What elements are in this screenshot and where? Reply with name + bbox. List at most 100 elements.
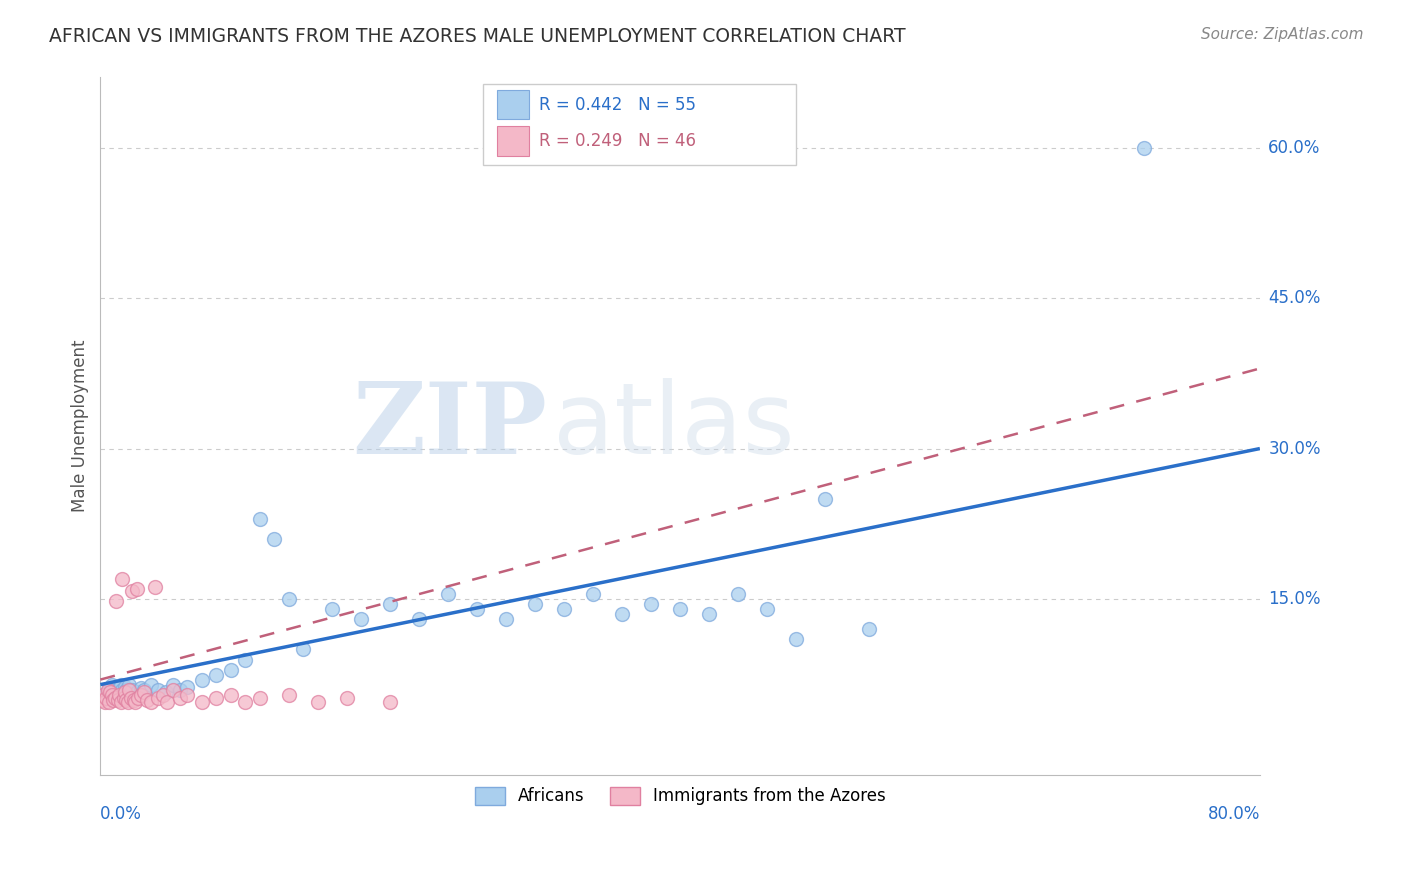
Point — [307, 695, 329, 709]
Point — [162, 682, 184, 697]
Point — [110, 695, 132, 709]
Point — [125, 582, 148, 597]
Point — [117, 684, 139, 698]
Point — [669, 602, 692, 616]
Point — [104, 682, 127, 697]
Point — [169, 682, 191, 697]
Point — [162, 677, 184, 691]
Point — [97, 682, 120, 697]
Point — [191, 673, 214, 687]
Point — [127, 690, 149, 705]
Point — [858, 623, 880, 637]
Point — [148, 690, 170, 705]
Text: 45.0%: 45.0% — [1268, 289, 1320, 307]
Point — [380, 695, 402, 709]
Point — [110, 677, 132, 691]
Point — [108, 681, 131, 695]
Point — [191, 695, 214, 709]
Point — [697, 607, 720, 622]
Point — [437, 587, 460, 601]
Point — [205, 667, 228, 681]
Point — [155, 684, 177, 698]
Point — [122, 692, 145, 706]
Point — [100, 681, 122, 695]
Point — [107, 692, 129, 706]
Legend: Africans, Immigrants from the Azores: Africans, Immigrants from the Azores — [468, 780, 893, 812]
Point — [104, 690, 127, 705]
Point — [129, 688, 152, 702]
Point — [118, 682, 141, 697]
Point — [553, 602, 575, 616]
Point — [336, 690, 359, 705]
Point — [380, 597, 402, 611]
Point — [94, 690, 117, 705]
Point — [107, 684, 129, 698]
Point — [91, 688, 114, 702]
Point — [118, 677, 141, 691]
Point — [249, 690, 271, 705]
Point — [219, 663, 242, 677]
Point — [814, 491, 837, 506]
Point — [100, 684, 122, 698]
Text: R = 0.442   N = 55: R = 0.442 N = 55 — [538, 95, 696, 113]
Point — [582, 587, 605, 601]
Text: atlas: atlas — [553, 377, 794, 475]
Point — [321, 602, 343, 616]
Point — [495, 612, 517, 626]
Point — [176, 688, 198, 702]
Point — [145, 580, 167, 594]
Point — [219, 688, 242, 702]
Point — [121, 682, 143, 697]
Point — [115, 692, 138, 706]
Point — [114, 680, 136, 694]
Point — [292, 642, 315, 657]
Text: 0.0%: 0.0% — [100, 805, 142, 823]
Point — [205, 690, 228, 705]
Y-axis label: Male Unemployment: Male Unemployment — [72, 340, 89, 512]
Point — [93, 695, 115, 709]
Point — [139, 695, 162, 709]
Point — [103, 684, 125, 698]
Point — [233, 695, 256, 709]
Point — [152, 688, 174, 702]
Point — [756, 602, 779, 616]
Point — [121, 584, 143, 599]
Point — [98, 684, 121, 698]
Text: 80.0%: 80.0% — [1208, 805, 1260, 823]
Point — [148, 682, 170, 697]
Point — [90, 692, 112, 706]
Text: R = 0.249   N = 46: R = 0.249 N = 46 — [538, 132, 696, 150]
Point — [108, 688, 131, 702]
Point — [115, 682, 138, 697]
Point — [125, 684, 148, 698]
Point — [105, 594, 128, 608]
Point — [408, 612, 430, 626]
Point — [112, 684, 135, 698]
Text: AFRICAN VS IMMIGRANTS FROM THE AZORES MALE UNEMPLOYMENT CORRELATION CHART: AFRICAN VS IMMIGRANTS FROM THE AZORES MA… — [49, 27, 905, 45]
Point — [103, 692, 125, 706]
Point — [97, 682, 120, 697]
Point — [176, 680, 198, 694]
Point — [129, 681, 152, 695]
Point — [1133, 141, 1156, 155]
Point — [465, 602, 488, 616]
Point — [524, 597, 547, 611]
Point — [156, 695, 179, 709]
Point — [111, 572, 134, 586]
Bar — [496, 127, 530, 155]
Text: Source: ZipAtlas.com: Source: ZipAtlas.com — [1201, 27, 1364, 42]
Point — [93, 688, 115, 702]
Point — [98, 695, 121, 709]
Point — [139, 677, 162, 691]
Point — [114, 684, 136, 698]
Point — [132, 684, 155, 698]
Point — [350, 612, 373, 626]
Text: ZIP: ZIP — [352, 377, 547, 475]
Point — [610, 607, 633, 622]
FancyBboxPatch shape — [484, 85, 796, 165]
Point — [640, 597, 662, 611]
Point — [120, 690, 142, 705]
Point — [112, 690, 135, 705]
Text: 60.0%: 60.0% — [1268, 138, 1320, 157]
Point — [249, 512, 271, 526]
